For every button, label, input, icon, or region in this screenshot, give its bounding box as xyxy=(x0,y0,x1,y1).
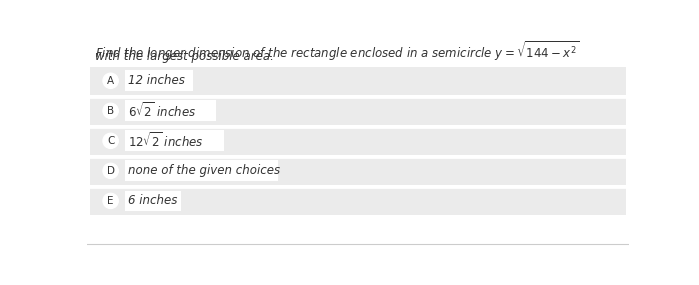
Text: B: B xyxy=(107,106,114,116)
Text: $6\sqrt{2}$ inches: $6\sqrt{2}$ inches xyxy=(128,101,196,120)
FancyBboxPatch shape xyxy=(124,160,278,181)
FancyBboxPatch shape xyxy=(124,100,216,121)
Text: D: D xyxy=(107,166,115,176)
FancyBboxPatch shape xyxy=(90,66,626,95)
FancyBboxPatch shape xyxy=(90,157,626,185)
Text: 12 inches: 12 inches xyxy=(128,74,185,87)
Circle shape xyxy=(103,133,118,148)
Text: C: C xyxy=(107,136,115,146)
FancyBboxPatch shape xyxy=(90,97,626,125)
Circle shape xyxy=(103,193,118,209)
Circle shape xyxy=(103,103,118,119)
Circle shape xyxy=(103,163,118,179)
Text: none of the given choices: none of the given choices xyxy=(128,164,280,177)
Circle shape xyxy=(103,73,118,88)
FancyBboxPatch shape xyxy=(124,190,181,211)
Text: $12\sqrt{2}$ inches: $12\sqrt{2}$ inches xyxy=(128,131,203,150)
Text: A: A xyxy=(107,76,114,86)
FancyBboxPatch shape xyxy=(124,70,193,91)
Text: E: E xyxy=(108,196,114,206)
FancyBboxPatch shape xyxy=(90,187,626,215)
Text: 6 inches: 6 inches xyxy=(128,194,177,207)
Text: Find the longer dimension of the rectangle enclosed in a semicircle $y=\sqrt{144: Find the longer dimension of the rectang… xyxy=(95,40,579,63)
Text: with the largest possible area.: with the largest possible area. xyxy=(95,50,274,63)
FancyBboxPatch shape xyxy=(124,131,224,151)
FancyBboxPatch shape xyxy=(90,127,626,155)
